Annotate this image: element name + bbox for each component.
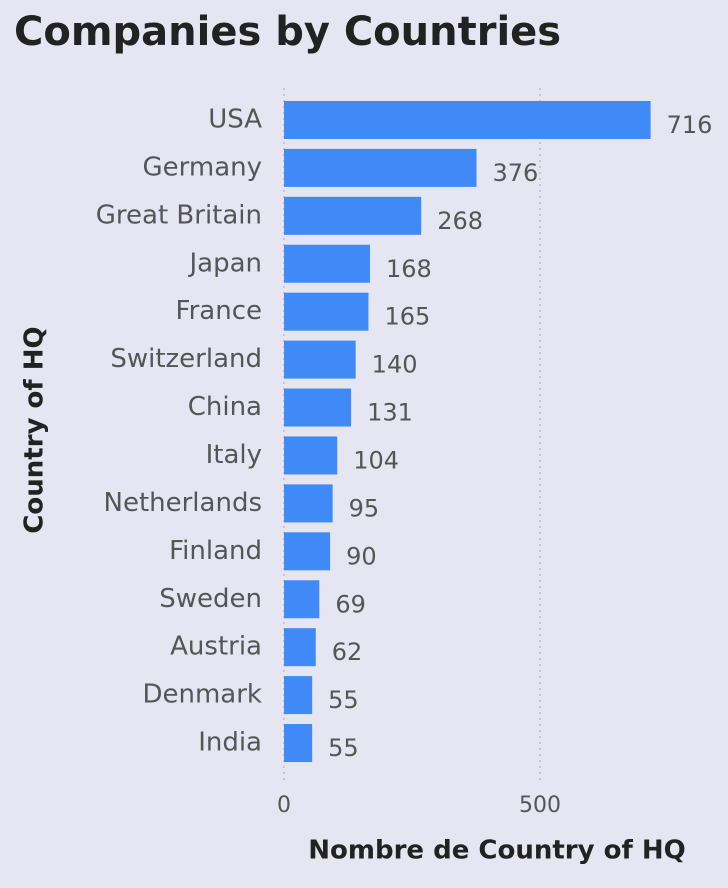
chart-title: Companies by Countries: [14, 9, 561, 55]
bar: [284, 436, 338, 475]
y-tick-label: Switzerland: [110, 344, 262, 374]
y-tick-label: Austria: [170, 632, 262, 662]
value-label: 90: [346, 542, 377, 570]
value-label: 376: [493, 159, 539, 187]
bar: [284, 580, 320, 619]
value-label: 268: [437, 207, 483, 235]
bar: [284, 676, 313, 715]
bar: [284, 532, 331, 571]
value-label: 95: [349, 494, 380, 522]
bar: [284, 484, 333, 523]
bar: [284, 628, 316, 667]
value-label: 55: [328, 734, 359, 762]
value-label: 131: [367, 399, 413, 427]
bar: [284, 244, 371, 283]
bar: [284, 100, 651, 139]
bar: [284, 340, 356, 379]
value-label: 69: [335, 590, 366, 618]
value-label: 140: [372, 351, 418, 379]
value-label: 62: [332, 638, 363, 666]
y-tick-label: Finland: [169, 536, 262, 566]
bar: [284, 388, 352, 427]
value-label: 55: [328, 686, 359, 714]
y-tick-label: Germany: [142, 152, 262, 182]
bar: [284, 148, 477, 187]
y-axis-label: Country of HQ: [20, 326, 50, 533]
y-tick-label: China: [188, 392, 262, 422]
value-label: 168: [386, 255, 432, 283]
value-label: 716: [667, 111, 713, 139]
bar: [284, 724, 313, 763]
bar: [284, 196, 422, 235]
y-tick-label: Netherlands: [104, 488, 263, 518]
y-tick-label: France: [176, 296, 262, 326]
value-label: 165: [384, 303, 430, 331]
y-tick-label: USA: [208, 104, 262, 134]
y-tick-label: Italy: [206, 440, 262, 470]
y-tick-label: Great Britain: [96, 200, 262, 230]
x-axis-label: Nombre de Country of HQ: [308, 836, 685, 866]
bar: [284, 292, 369, 331]
x-tick-label: 0: [277, 793, 291, 818]
value-label: 104: [353, 446, 399, 474]
y-tick-label: Denmark: [142, 680, 262, 710]
y-tick-label: Sweden: [159, 584, 262, 614]
x-tick-label: 500: [519, 793, 561, 818]
y-tick-label: India: [198, 728, 262, 758]
y-tick-label: Japan: [187, 248, 262, 278]
